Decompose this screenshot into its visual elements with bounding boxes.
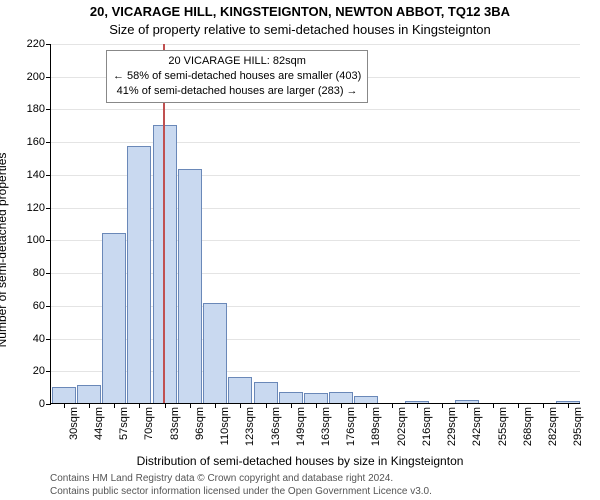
x-tick-label: 268sqm bbox=[522, 407, 534, 446]
x-tick-mark bbox=[89, 403, 90, 408]
histogram-bar bbox=[203, 303, 227, 403]
x-tick-label: 110sqm bbox=[219, 407, 231, 445]
y-tick-label: 80 bbox=[33, 267, 45, 279]
x-tick-label: 216sqm bbox=[421, 407, 433, 446]
y-tick-label: 180 bbox=[27, 103, 45, 115]
x-tick-label: 202sqm bbox=[396, 407, 408, 446]
page-title-subtitle: Size of property relative to semi-detach… bbox=[0, 22, 600, 37]
histogram-bar bbox=[52, 387, 76, 403]
x-tick-mark bbox=[493, 403, 494, 408]
x-tick-mark bbox=[64, 403, 65, 408]
x-tick-mark bbox=[291, 403, 292, 408]
x-tick-mark bbox=[215, 403, 216, 408]
x-tick-label: 229sqm bbox=[446, 407, 458, 446]
x-tick-mark bbox=[114, 403, 115, 408]
x-tick-label: 123sqm bbox=[244, 407, 256, 446]
footer-line-1: Contains HM Land Registry data © Crown c… bbox=[50, 473, 590, 486]
annotation-line-2: ← 58% of semi-detached houses are smalle… bbox=[113, 69, 361, 84]
footer-line-2: Contains public sector information licen… bbox=[50, 486, 590, 499]
y-tick-label: 60 bbox=[33, 300, 45, 312]
x-tick-label: 83sqm bbox=[169, 407, 181, 440]
y-tick-label: 200 bbox=[27, 71, 45, 83]
x-tick-mark bbox=[139, 403, 140, 408]
x-tick-label: 70sqm bbox=[143, 407, 155, 440]
y-tick-mark bbox=[46, 404, 51, 405]
y-tick-label: 0 bbox=[39, 398, 45, 410]
histogram-bar bbox=[279, 392, 303, 403]
histogram-bar bbox=[228, 377, 252, 403]
x-tick-label: 295sqm bbox=[572, 407, 584, 446]
histogram-bar bbox=[102, 233, 126, 403]
x-tick-mark bbox=[341, 403, 342, 408]
annotation-box: 20 VICARAGE HILL: 82sqm← 58% of semi-det… bbox=[106, 50, 368, 103]
y-tick-label: 20 bbox=[33, 365, 45, 377]
x-tick-mark bbox=[518, 403, 519, 408]
footer-attribution: Contains HM Land Registry data © Crown c… bbox=[50, 473, 590, 498]
y-tick-label: 100 bbox=[27, 234, 45, 246]
x-axis-label: Distribution of semi-detached houses by … bbox=[0, 454, 600, 468]
x-tick-mark bbox=[190, 403, 191, 408]
page-title-address: 20, VICARAGE HILL, KINGSTEIGNTON, NEWTON… bbox=[0, 4, 600, 19]
x-tick-mark bbox=[543, 403, 544, 408]
x-tick-mark bbox=[442, 403, 443, 408]
x-tick-mark bbox=[240, 403, 241, 408]
x-tick-label: 176sqm bbox=[345, 407, 357, 446]
x-tick-mark bbox=[392, 403, 393, 408]
x-tick-mark bbox=[467, 403, 468, 408]
annotation-line-3: 41% of semi-detached houses are larger (… bbox=[113, 84, 361, 99]
x-tick-label: 282sqm bbox=[547, 407, 559, 446]
x-tick-label: 149sqm bbox=[295, 407, 307, 446]
x-tick-label: 255sqm bbox=[497, 407, 509, 446]
x-tick-label: 136sqm bbox=[270, 407, 282, 446]
y-tick-label: 120 bbox=[27, 202, 45, 214]
x-tick-mark bbox=[165, 403, 166, 408]
histogram-bar bbox=[254, 382, 278, 403]
x-tick-mark bbox=[316, 403, 317, 408]
x-tick-label: 242sqm bbox=[471, 407, 483, 446]
x-tick-label: 44sqm bbox=[93, 407, 105, 440]
y-tick-label: 160 bbox=[27, 136, 45, 148]
x-tick-label: 163sqm bbox=[320, 407, 332, 446]
x-tick-label: 96sqm bbox=[194, 407, 206, 440]
x-tick-mark bbox=[417, 403, 418, 408]
histogram-bar bbox=[77, 385, 101, 403]
histogram-plot: 02040608010012014016018020022030sqm44sqm… bbox=[50, 44, 580, 404]
y-axis-label: Number of semi-detached properties bbox=[0, 100, 9, 400]
x-tick-mark bbox=[366, 403, 367, 408]
histogram-bar bbox=[329, 392, 353, 403]
histogram-bar bbox=[127, 146, 151, 403]
y-tick-label: 140 bbox=[27, 169, 45, 181]
histogram-bar bbox=[178, 169, 202, 403]
y-tick-label: 40 bbox=[33, 333, 45, 345]
x-tick-label: 189sqm bbox=[370, 407, 382, 446]
x-tick-mark bbox=[266, 403, 267, 408]
annotation-line-1: 20 VICARAGE HILL: 82sqm bbox=[113, 54, 361, 69]
x-tick-label: 57sqm bbox=[118, 407, 130, 440]
x-tick-label: 30sqm bbox=[68, 407, 80, 440]
y-tick-label: 220 bbox=[27, 38, 45, 50]
histogram-bar bbox=[304, 393, 328, 403]
x-tick-mark bbox=[568, 403, 569, 408]
